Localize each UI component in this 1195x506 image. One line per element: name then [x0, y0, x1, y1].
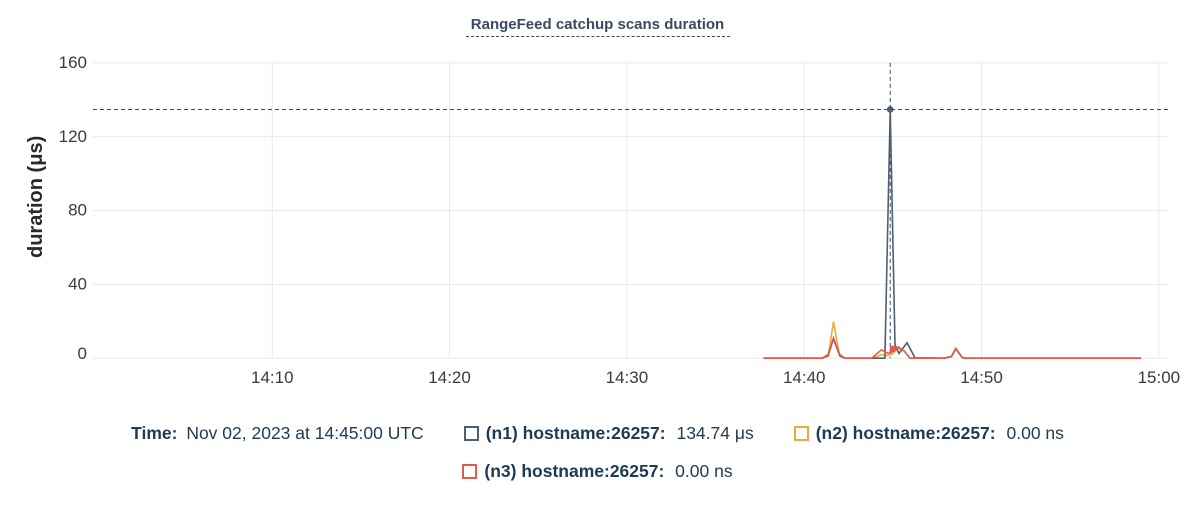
- svg-text:14:40: 14:40: [783, 368, 826, 387]
- svg-text:14:20: 14:20: [428, 368, 471, 387]
- svg-text:14:50: 14:50: [960, 368, 1003, 387]
- svg-text:15:00: 15:00: [1138, 368, 1181, 387]
- svg-text:14:30: 14:30: [606, 368, 649, 387]
- svg-text:80: 80: [68, 201, 87, 220]
- svg-text:120: 120: [59, 127, 87, 146]
- svg-text:14:10: 14:10: [251, 368, 294, 387]
- svg-text:160: 160: [59, 53, 87, 72]
- svg-text:0: 0: [78, 344, 87, 363]
- svg-text:40: 40: [68, 275, 87, 294]
